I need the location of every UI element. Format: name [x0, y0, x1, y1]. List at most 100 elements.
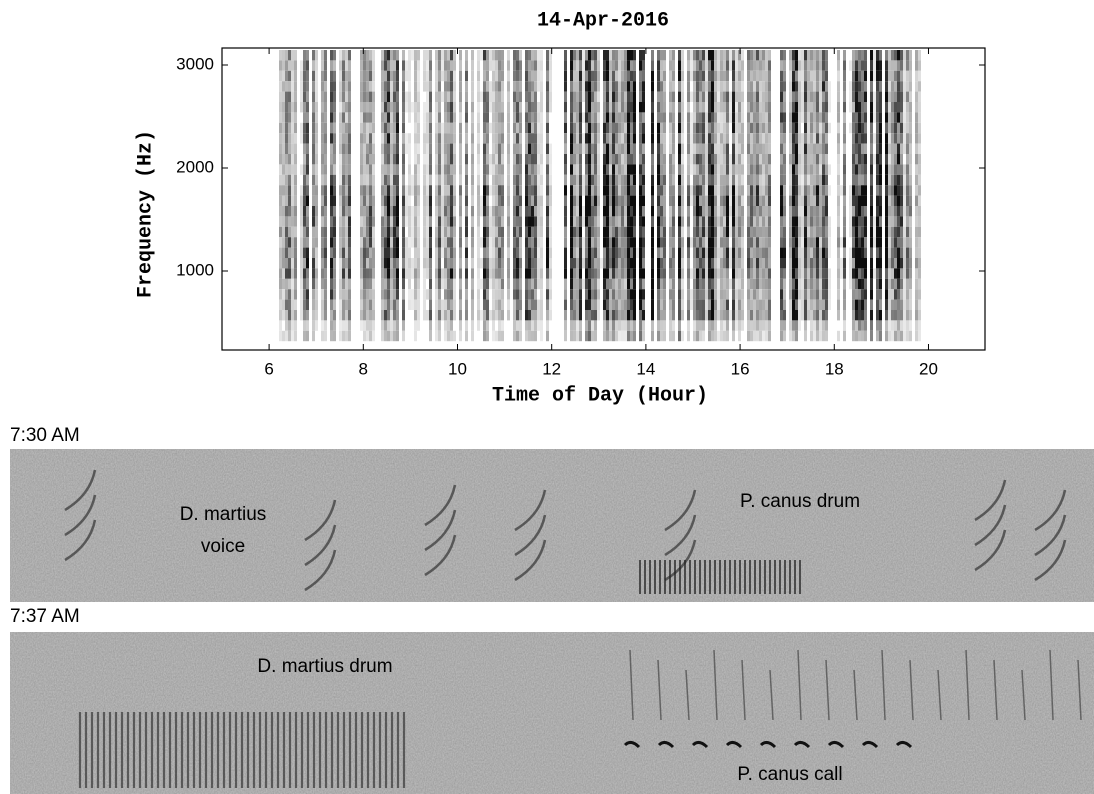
spectrogram-cell — [810, 289, 813, 299]
spectrogram-cell — [870, 102, 873, 112]
spectrogram-cell — [570, 310, 573, 320]
spectrogram-cell — [900, 268, 903, 278]
spectrogram-cell — [807, 310, 810, 320]
spectrogram-cell — [750, 331, 753, 341]
spectrogram-cell — [807, 206, 810, 216]
spectrogram-cell — [321, 248, 324, 258]
spectrogram-cell — [360, 144, 363, 154]
spectrogram-cell — [876, 144, 879, 154]
spectrogram-cell — [669, 133, 672, 143]
spectrogram-cell — [582, 71, 585, 81]
spectrogram-cell — [279, 154, 282, 164]
spectrogram-cell — [549, 81, 552, 91]
spectrogram-cell — [750, 60, 753, 70]
spectrogram-cell — [288, 248, 291, 258]
spectrogram-cell — [672, 268, 675, 278]
spectrogram-cell — [624, 175, 627, 185]
spectrogram-cell — [387, 185, 390, 195]
spectrogram-cell — [669, 227, 672, 237]
spectrogram-cell — [843, 216, 846, 226]
spectrogram-cell — [681, 133, 684, 143]
spectrogram-cell — [465, 310, 468, 320]
spectrogram-cell — [330, 196, 333, 206]
spectrogram-cell — [891, 279, 894, 289]
spectrogram-cell — [822, 175, 825, 185]
spectrogram-cell — [855, 164, 858, 174]
spectrogram-cell — [486, 92, 489, 102]
spectrogram-cell — [732, 196, 735, 206]
spectrogram-cell — [288, 310, 291, 320]
spectrogram-cell — [747, 102, 750, 112]
spectrogram-cell — [612, 300, 615, 310]
spectrogram-cell — [444, 320, 447, 330]
spectrogram-cell — [489, 60, 492, 70]
spectrogram-cell — [621, 258, 624, 268]
spectrogram-cell — [585, 185, 588, 195]
spectrogram-cell — [633, 60, 636, 70]
spectrogram-cell — [516, 248, 519, 258]
spectrogram-cell — [342, 331, 345, 341]
spectrogram-cell — [387, 320, 390, 330]
spectrogram-cell — [696, 310, 699, 320]
spectrogram-cell — [564, 112, 567, 122]
spectrogram-cell — [714, 331, 717, 341]
spectrogram-cell — [291, 71, 294, 81]
spectrogram-cell — [330, 50, 333, 60]
spectrogram-cell — [864, 50, 867, 60]
spectrogram-cell — [453, 227, 456, 237]
spectrogram-cell — [723, 144, 726, 154]
spectrogram-cell — [741, 60, 744, 70]
spectrogram-cell — [681, 331, 684, 341]
spectrogram-cell — [498, 268, 501, 278]
spectrogram-cell — [678, 92, 681, 102]
spectrogram-cell — [768, 227, 771, 237]
spectrogram-cell — [594, 227, 597, 237]
spectrogram-cell — [870, 320, 873, 330]
spectrogram-cell — [801, 185, 804, 195]
spectrogram-cell — [540, 81, 543, 91]
spectrogram-cell — [606, 268, 609, 278]
spectrogram-cell — [402, 92, 405, 102]
spectrogram-cell — [711, 300, 714, 310]
spectrogram-cell — [423, 154, 426, 164]
spectrogram-cell — [663, 60, 666, 70]
spectrogram-cell — [342, 50, 345, 60]
spectrogram-cell — [714, 102, 717, 112]
spectrogram-cell — [570, 331, 573, 341]
spectrogram-cell — [618, 196, 621, 206]
spectrogram-cell — [513, 268, 516, 278]
spectrogram-cell — [639, 216, 642, 226]
spectrogram-cell — [579, 102, 582, 112]
spectrogram-cell — [312, 60, 315, 70]
spectrogram-cell — [660, 310, 663, 320]
spectrogram-cell — [690, 154, 693, 164]
spectrogram-cell — [765, 50, 768, 60]
spectrogram-cell — [888, 185, 891, 195]
spectrogram-cell — [702, 279, 705, 289]
spectrogram-cell — [429, 320, 432, 330]
spectrogram-cell — [795, 50, 798, 60]
spectrogram-cell — [738, 237, 741, 247]
spectrogram-cell — [384, 310, 387, 320]
spectrogram-cell — [789, 154, 792, 164]
spectrogram-cell — [765, 71, 768, 81]
spectrogram-cell — [450, 206, 453, 216]
spectrogram-cell — [573, 71, 576, 81]
spectrogram-cell — [810, 102, 813, 112]
spectrogram-cell — [531, 206, 534, 216]
spectrogram-cell — [288, 289, 291, 299]
spectrogram-cell — [816, 102, 819, 112]
spectrogram-cell — [363, 310, 366, 320]
spectrogram-cell — [678, 289, 681, 299]
spectrogram-cell — [615, 185, 618, 195]
spectrogram-cell — [633, 206, 636, 216]
spectrogram-cell — [372, 196, 375, 206]
spectrogram-cell — [402, 185, 405, 195]
spectrogram-cell — [765, 102, 768, 112]
spectrogram-cell — [429, 258, 432, 268]
spectrogram-cell — [639, 123, 642, 133]
spectrogram-cell — [366, 185, 369, 195]
spectrogram-cell — [657, 102, 660, 112]
spectrogram-cell — [312, 206, 315, 216]
spectrogram-cell — [642, 71, 645, 81]
